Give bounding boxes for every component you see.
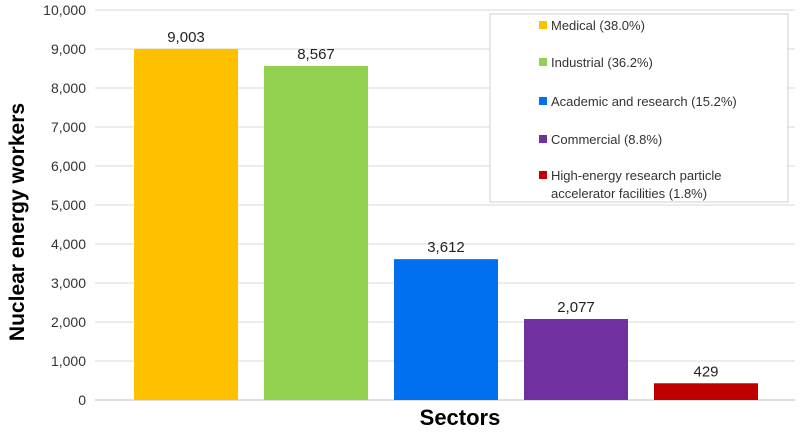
data-label: 9,003 <box>167 29 205 46</box>
legend-swatch <box>539 171 547 179</box>
y-tick-label: 2,000 <box>51 314 86 330</box>
legend-label: Medical (38.0%) <box>551 18 645 33</box>
legend-box <box>489 13 789 203</box>
legend-label: High-energy research particle <box>551 168 722 183</box>
data-label: 3,612 <box>427 239 465 256</box>
bar <box>524 318 628 400</box>
y-tick-label: 0 <box>78 392 86 408</box>
y-tick-label: 10,000 <box>43 2 86 18</box>
legend: Medical (38.0%) Industrial (36.2%) Academi… <box>489 13 789 203</box>
bar <box>264 65 368 401</box>
y-tick-label: 3,000 <box>51 275 86 291</box>
data-label: 2,077 <box>557 299 595 316</box>
legend-swatch <box>539 97 547 105</box>
legend-swatch <box>539 58 547 66</box>
legend-swatch <box>539 21 547 29</box>
y-tick-label: 8,000 <box>51 80 86 96</box>
y-tick-label: 4,000 <box>51 236 86 252</box>
legend-label: accelerator facilities (1.8%) <box>551 186 707 201</box>
bar <box>394 259 498 400</box>
bars <box>134 48 758 401</box>
y-tick-label: 7,000 <box>51 119 86 135</box>
y-tick-label: 5,000 <box>51 197 86 213</box>
y-axis-ticks: 0 1,000 2,000 3,000 4,000 5,000 6,000 7,000 8,00… <box>43 2 86 408</box>
y-tick-label: 1,000 <box>51 353 86 369</box>
data-labels: 9,003 8,567 3,612 2,077 429 <box>167 29 718 380</box>
bar <box>654 383 758 400</box>
y-tick-label: 9,000 <box>51 41 86 57</box>
y-tick-label: 6,000 <box>51 158 86 174</box>
bar <box>134 48 238 401</box>
legend-label: Industrial (36.2%) <box>551 55 653 70</box>
data-label: 429 <box>693 363 718 380</box>
y-axis-title: Nuclear energy workers <box>6 103 29 341</box>
legend-swatch <box>539 135 547 143</box>
legend-label: Commercial (8.8%) <box>551 132 662 147</box>
legend-label: Academic and research (15.2%) <box>551 94 737 109</box>
x-axis-title: Sectors <box>420 405 501 430</box>
data-label: 8,567 <box>297 46 335 63</box>
